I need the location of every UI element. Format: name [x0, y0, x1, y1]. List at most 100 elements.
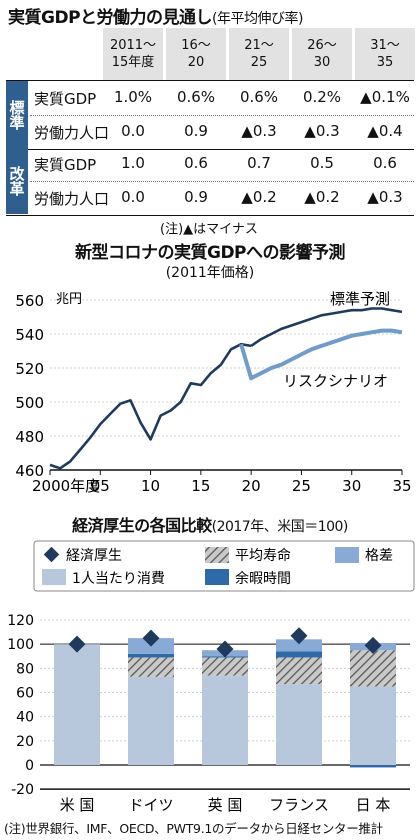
y-tick-label: 40 — [16, 710, 34, 726]
bar-consumption — [276, 684, 322, 765]
table-row-divider — [30, 115, 414, 116]
line-chart-subtitle: (2011年価格) — [165, 265, 255, 281]
y-tick-label: 560 — [15, 292, 44, 310]
x-tick-label: 15 — [191, 477, 210, 495]
table-cell: ▲0.3 — [241, 122, 277, 140]
y-tick-label: 60 — [16, 686, 34, 702]
y-tick-label: 540 — [15, 326, 44, 344]
legend-label-life: 平均寿命 — [235, 547, 291, 564]
bar-chart: 経済厚生 平均寿命 格差 1人当たり消費 余暇時間 0 20 40 60 80 100 120 -20 米… — [7, 540, 415, 814]
x-tick-label: 30 — [342, 477, 361, 495]
table-cell: 0.5 — [310, 154, 334, 172]
series-line-standard — [250, 307, 403, 347]
x-tick-label: 10 — [141, 477, 160, 495]
x-category-label: 日 本 — [356, 796, 391, 814]
table-cell: 0.6 — [184, 154, 208, 172]
welfare-marker — [364, 636, 382, 654]
legend-label-leisure: 余暇時間 — [235, 570, 291, 587]
legend-label-consumption: 1人当たり消費 — [72, 571, 165, 587]
bar-life-expectancy — [128, 657, 174, 677]
table-column-header: 26〜 30 — [292, 28, 352, 80]
table-group-label: 改革 — [6, 147, 28, 214]
table-title: 実質GDPと労働力の見通し(年平均伸び率) — [8, 8, 303, 28]
table-cell: ▲0.3 — [367, 188, 403, 206]
table-group-rule — [6, 149, 414, 150]
series-label-risk: リスクシナリオ — [283, 372, 388, 390]
table-cell: 0.6% — [239, 88, 279, 106]
y-tick-label: 20 — [16, 734, 34, 750]
table-column-header: 21〜 25 — [229, 28, 289, 80]
x-category-label: 米 国 — [60, 796, 95, 814]
table-cell: 1.0% — [113, 88, 153, 106]
table-row-divider — [30, 181, 414, 182]
table-cell: 1.0 — [121, 154, 145, 172]
bar-life-expectancy — [202, 657, 248, 676]
series-label-standard: 標準予測 — [330, 290, 390, 308]
table-column-header: 2011〜 15年度 — [103, 28, 163, 80]
table-title-sub: (年平均伸び率) — [212, 11, 303, 27]
bar-chart-title-sub: (2017年、米国＝100) — [211, 519, 349, 535]
bar-consumption — [202, 675, 248, 765]
table-cell: ▲0.2 — [304, 188, 340, 206]
table-cell: 0.7 — [247, 154, 271, 172]
table-cell: 0.0 — [121, 122, 145, 140]
legend-swatch-consumption — [42, 569, 66, 585]
table-cell: 0.6% — [176, 88, 216, 106]
table-note: (注)▲はマイナス — [160, 222, 258, 237]
bar-leisure — [350, 765, 396, 768]
bar-chart-title: 経済厚生の各国比較(2017年、米国＝100) — [72, 516, 349, 535]
legend-swatch-leisure — [205, 569, 229, 585]
bar-consumption — [54, 644, 100, 765]
table-cell: 0.0 — [121, 188, 145, 206]
x-category-label: フランス — [269, 796, 329, 814]
table-group-rule — [6, 215, 414, 216]
bar-leisure — [276, 651, 322, 658]
table-cell: ▲0.4 — [367, 122, 403, 140]
bar-chart-note: (注)世界銀行、IMF、OECD、PWT9.1のデータから日経センター推計 — [4, 821, 383, 836]
x-tick-label: 05 — [91, 477, 110, 495]
table-cell: ▲0.1% — [360, 88, 410, 106]
table-column-header: 31〜 35 — [355, 28, 415, 80]
y-tick-label: 80 — [16, 661, 34, 677]
legend-label-inequality: 格差 — [365, 548, 393, 564]
x-tick-label: 25 — [292, 477, 311, 495]
y-tick-label: 120 — [7, 613, 34, 629]
table-cell: ▲0.3 — [304, 122, 340, 140]
x-category-label: ドイツ — [128, 796, 173, 814]
table-row-label: 労働力人口 — [34, 190, 110, 208]
y-unit-label: 兆円 — [56, 292, 82, 307]
bar-inequality — [276, 639, 322, 652]
welfare-marker — [216, 640, 234, 658]
table-row-label: 労働力人口 — [34, 124, 110, 142]
table-cell: 0.9 — [184, 122, 208, 140]
y-tick-label: 480 — [15, 428, 44, 446]
legend-box — [33, 540, 415, 592]
legend-swatch-inequality — [335, 547, 359, 563]
table-row-label: 実質GDP — [34, 90, 97, 108]
welfare-marker — [142, 629, 160, 647]
table-cell: ▲0.2 — [241, 188, 277, 206]
y-tick-label: -20 — [11, 782, 34, 798]
table-row-label: 実質GDP — [34, 156, 97, 174]
table-column-header: 16〜 20 — [166, 28, 226, 80]
series-line-risk — [239, 328, 403, 381]
x-category-label: 英 国 — [208, 796, 243, 814]
table-group-label: 標準 — [6, 81, 28, 148]
y-tick-label: 100 — [7, 637, 34, 653]
bar-consumption — [128, 676, 174, 765]
table-header-rule — [6, 80, 414, 81]
y-tick-label: 460 — [15, 462, 44, 480]
line-chart-title: 新型コロナの実質GDPへの影響予測 — [74, 243, 346, 263]
y-tick-label: 500 — [15, 394, 44, 412]
y-tick-label: 0 — [25, 758, 34, 774]
bar-life-expectancy — [276, 657, 322, 685]
bar-leisure — [128, 653, 174, 658]
table-cell: 0.9 — [184, 188, 208, 206]
x-tick-label: 2000年度 — [32, 477, 100, 495]
legend-swatch-life — [205, 547, 229, 563]
bar-consumption — [350, 686, 396, 765]
bar-life-expectancy — [350, 650, 396, 687]
table-cell: 0.6 — [373, 154, 397, 172]
x-tick-label: 20 — [242, 477, 261, 495]
